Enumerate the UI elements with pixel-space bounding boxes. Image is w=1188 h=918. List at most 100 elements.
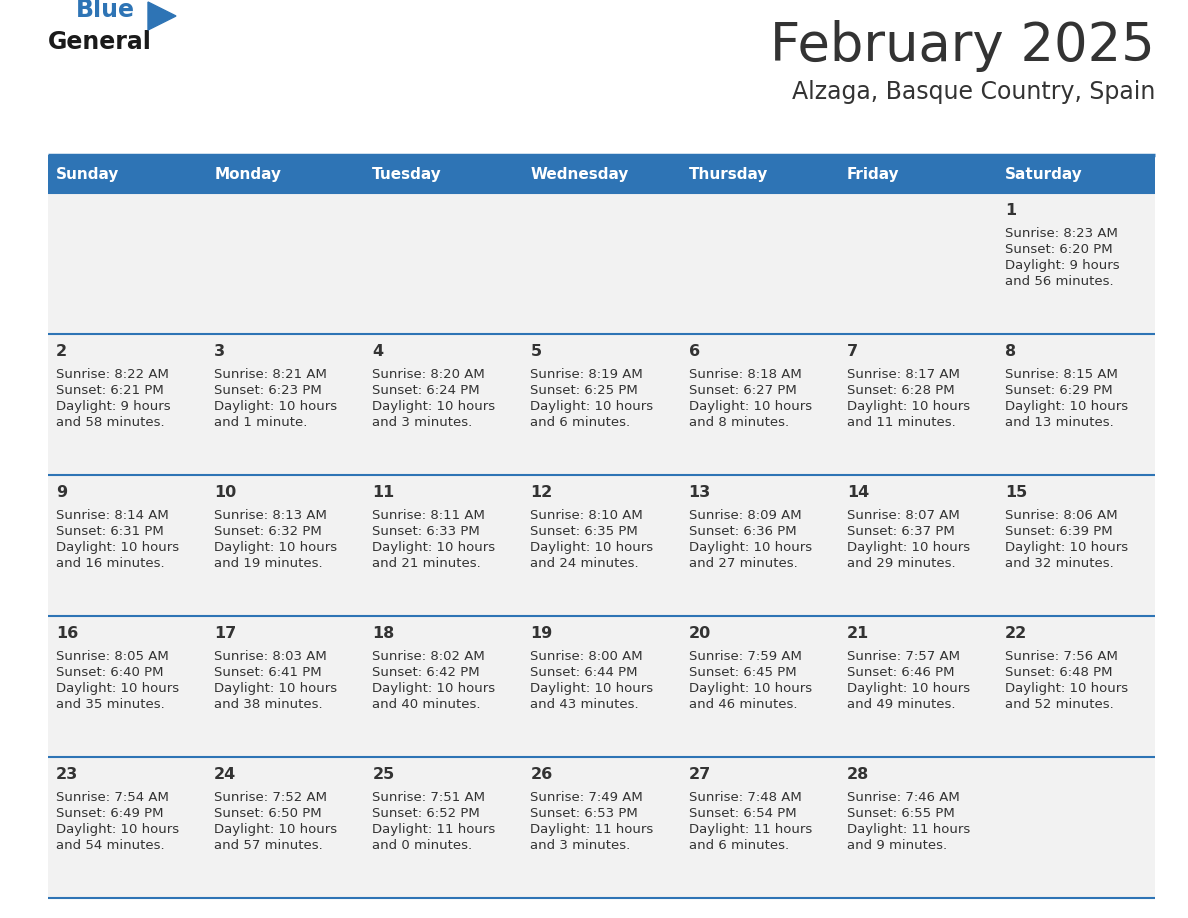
Text: Daylight: 10 hours: Daylight: 10 hours — [689, 400, 811, 413]
Text: Daylight: 10 hours: Daylight: 10 hours — [56, 682, 179, 695]
Text: 23: 23 — [56, 767, 78, 782]
Text: 28: 28 — [847, 767, 868, 782]
Text: Blue: Blue — [76, 0, 135, 22]
Text: 19: 19 — [530, 626, 552, 641]
Text: Sunset: 6:50 PM: Sunset: 6:50 PM — [214, 807, 322, 820]
Text: Sunrise: 7:46 AM: Sunrise: 7:46 AM — [847, 791, 960, 804]
Text: Sunrise: 8:07 AM: Sunrise: 8:07 AM — [847, 509, 960, 522]
Text: 16: 16 — [56, 626, 78, 641]
Text: Sunrise: 8:17 AM: Sunrise: 8:17 AM — [847, 368, 960, 381]
Text: 22: 22 — [1005, 626, 1028, 641]
Text: and 49 minutes.: and 49 minutes. — [847, 698, 955, 711]
Text: Daylight: 9 hours: Daylight: 9 hours — [56, 400, 171, 413]
Text: Daylight: 10 hours: Daylight: 10 hours — [847, 682, 969, 695]
Text: Daylight: 11 hours: Daylight: 11 hours — [689, 823, 811, 836]
Text: and 6 minutes.: and 6 minutes. — [530, 416, 631, 429]
Text: 5: 5 — [530, 344, 542, 359]
Text: Sunrise: 7:49 AM: Sunrise: 7:49 AM — [530, 791, 643, 804]
Text: Daylight: 10 hours: Daylight: 10 hours — [847, 400, 969, 413]
Text: Saturday: Saturday — [1005, 166, 1082, 182]
Text: Daylight: 10 hours: Daylight: 10 hours — [372, 400, 495, 413]
Text: 10: 10 — [214, 485, 236, 500]
Text: February 2025: February 2025 — [770, 20, 1155, 72]
Text: and 3 minutes.: and 3 minutes. — [372, 416, 473, 429]
Bar — [48, 757, 1155, 898]
Text: Sunset: 6:25 PM: Sunset: 6:25 PM — [530, 384, 638, 397]
Text: Daylight: 10 hours: Daylight: 10 hours — [372, 682, 495, 695]
Text: Sunset: 6:29 PM: Sunset: 6:29 PM — [1005, 384, 1112, 397]
Text: Sunset: 6:39 PM: Sunset: 6:39 PM — [1005, 525, 1112, 538]
Text: Daylight: 10 hours: Daylight: 10 hours — [372, 541, 495, 554]
Polygon shape — [148, 2, 176, 30]
Text: Sunrise: 8:02 AM: Sunrise: 8:02 AM — [372, 650, 485, 663]
Text: Daylight: 10 hours: Daylight: 10 hours — [1005, 400, 1127, 413]
Text: and 27 minutes.: and 27 minutes. — [689, 557, 797, 570]
Text: Sunrise: 8:19 AM: Sunrise: 8:19 AM — [530, 368, 643, 381]
Text: and 9 minutes.: and 9 minutes. — [847, 839, 947, 852]
Text: Alzaga, Basque Country, Spain: Alzaga, Basque Country, Spain — [791, 80, 1155, 104]
Text: Daylight: 11 hours: Daylight: 11 hours — [372, 823, 495, 836]
Text: 26: 26 — [530, 767, 552, 782]
Text: Sunset: 6:41 PM: Sunset: 6:41 PM — [214, 666, 322, 679]
Text: and 40 minutes.: and 40 minutes. — [372, 698, 481, 711]
Text: Sunset: 6:55 PM: Sunset: 6:55 PM — [847, 807, 954, 820]
Text: Sunset: 6:32 PM: Sunset: 6:32 PM — [214, 525, 322, 538]
Text: 6: 6 — [689, 344, 700, 359]
Text: Sunrise: 8:18 AM: Sunrise: 8:18 AM — [689, 368, 802, 381]
Text: Sunset: 6:53 PM: Sunset: 6:53 PM — [530, 807, 638, 820]
Text: Sunrise: 8:11 AM: Sunrise: 8:11 AM — [372, 509, 485, 522]
Text: Sunset: 6:44 PM: Sunset: 6:44 PM — [530, 666, 638, 679]
Text: Sunrise: 8:05 AM: Sunrise: 8:05 AM — [56, 650, 169, 663]
Text: Sunrise: 8:21 AM: Sunrise: 8:21 AM — [214, 368, 327, 381]
Text: Sunset: 6:36 PM: Sunset: 6:36 PM — [689, 525, 796, 538]
Text: Sunrise: 7:56 AM: Sunrise: 7:56 AM — [1005, 650, 1118, 663]
Text: 3: 3 — [214, 344, 226, 359]
Text: Sunset: 6:52 PM: Sunset: 6:52 PM — [372, 807, 480, 820]
Text: and 56 minutes.: and 56 minutes. — [1005, 275, 1113, 288]
Text: Thursday: Thursday — [689, 166, 767, 182]
Text: Sunrise: 8:06 AM: Sunrise: 8:06 AM — [1005, 509, 1118, 522]
Text: and 38 minutes.: and 38 minutes. — [214, 698, 323, 711]
Text: Sunrise: 8:22 AM: Sunrise: 8:22 AM — [56, 368, 169, 381]
Text: Sunset: 6:21 PM: Sunset: 6:21 PM — [56, 384, 164, 397]
Text: Friday: Friday — [847, 166, 899, 182]
Text: Sunrise: 8:09 AM: Sunrise: 8:09 AM — [689, 509, 801, 522]
Text: Sunrise: 7:57 AM: Sunrise: 7:57 AM — [847, 650, 960, 663]
Text: Sunset: 6:48 PM: Sunset: 6:48 PM — [1005, 666, 1112, 679]
Text: Sunset: 6:35 PM: Sunset: 6:35 PM — [530, 525, 638, 538]
Text: and 57 minutes.: and 57 minutes. — [214, 839, 323, 852]
Text: Daylight: 10 hours: Daylight: 10 hours — [1005, 541, 1127, 554]
Text: 25: 25 — [372, 767, 394, 782]
Text: 11: 11 — [372, 485, 394, 500]
Bar — [48, 334, 1155, 475]
Text: 12: 12 — [530, 485, 552, 500]
Text: Sunrise: 8:10 AM: Sunrise: 8:10 AM — [530, 509, 643, 522]
Text: Sunset: 6:37 PM: Sunset: 6:37 PM — [847, 525, 954, 538]
Text: Sunrise: 8:14 AM: Sunrise: 8:14 AM — [56, 509, 169, 522]
Text: General: General — [48, 30, 152, 54]
Text: and 43 minutes.: and 43 minutes. — [530, 698, 639, 711]
Text: and 0 minutes.: and 0 minutes. — [372, 839, 473, 852]
Text: 27: 27 — [689, 767, 710, 782]
Text: 4: 4 — [372, 344, 384, 359]
Text: Wednesday: Wednesday — [530, 166, 628, 182]
Text: Daylight: 10 hours: Daylight: 10 hours — [530, 400, 653, 413]
Text: Sunset: 6:45 PM: Sunset: 6:45 PM — [689, 666, 796, 679]
Text: Monday: Monday — [214, 166, 282, 182]
Text: Sunrise: 7:48 AM: Sunrise: 7:48 AM — [689, 791, 802, 804]
Text: Sunset: 6:31 PM: Sunset: 6:31 PM — [56, 525, 164, 538]
Text: 17: 17 — [214, 626, 236, 641]
Text: Sunrise: 8:20 AM: Sunrise: 8:20 AM — [372, 368, 485, 381]
Bar — [48, 616, 1155, 757]
Text: Sunset: 6:42 PM: Sunset: 6:42 PM — [372, 666, 480, 679]
Text: Sunset: 6:33 PM: Sunset: 6:33 PM — [372, 525, 480, 538]
Text: Sunrise: 7:54 AM: Sunrise: 7:54 AM — [56, 791, 169, 804]
Text: Sunset: 6:28 PM: Sunset: 6:28 PM — [847, 384, 954, 397]
Text: Sunrise: 8:15 AM: Sunrise: 8:15 AM — [1005, 368, 1118, 381]
Bar — [48, 155, 1155, 193]
Text: Daylight: 10 hours: Daylight: 10 hours — [56, 541, 179, 554]
Text: 15: 15 — [1005, 485, 1028, 500]
Text: and 3 minutes.: and 3 minutes. — [530, 839, 631, 852]
Text: and 32 minutes.: and 32 minutes. — [1005, 557, 1113, 570]
Text: Sunrise: 8:13 AM: Sunrise: 8:13 AM — [214, 509, 327, 522]
